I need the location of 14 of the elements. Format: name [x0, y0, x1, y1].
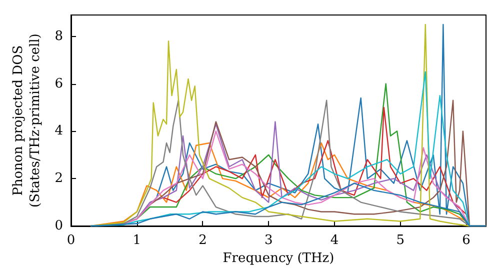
x-tick-label: 4	[330, 233, 339, 248]
x-tick-label: 0	[66, 233, 76, 248]
x-tick-label: 5	[396, 233, 405, 248]
x-tick-label: 1	[132, 233, 142, 248]
x-axis-title: Frequency (THz)	[222, 250, 334, 266]
x-tick-label: 3	[264, 233, 273, 248]
x-tick-label: 2	[198, 233, 207, 248]
y-tick-label: 0	[54, 218, 63, 234]
y-axis-title: Phonon projected DOS (States/THz·primitive cell)	[10, 33, 43, 208]
y-tick-label: 4	[54, 124, 63, 139]
y-tick-label: 6	[54, 76, 63, 92]
y-tick-label: 2	[54, 171, 63, 186]
y-tick-label: 8	[54, 28, 63, 44]
x-tick-label: 6	[462, 233, 470, 248]
